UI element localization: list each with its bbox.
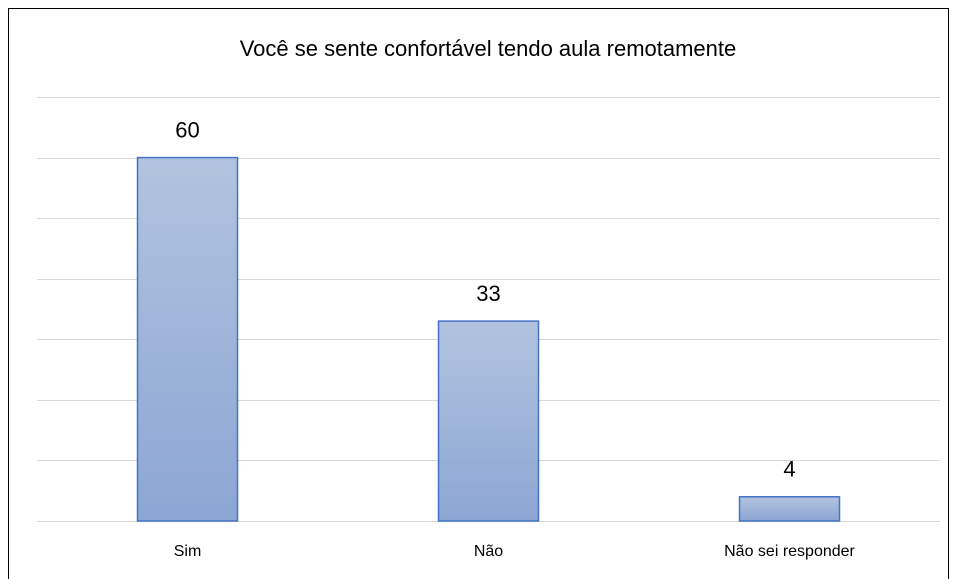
chart-title: Você se sente confortável tendo aula rem… (240, 36, 737, 61)
x-tick-label: Não sei responder (724, 543, 855, 560)
x-tick-label: Sim (174, 543, 202, 560)
bar (437, 320, 540, 522)
x-tick-label: Não (474, 543, 503, 560)
data-label: 4 (783, 457, 795, 482)
bar (136, 156, 239, 522)
bar (738, 496, 841, 522)
data-label: 60 (175, 117, 199, 142)
data-label: 33 (476, 281, 500, 306)
